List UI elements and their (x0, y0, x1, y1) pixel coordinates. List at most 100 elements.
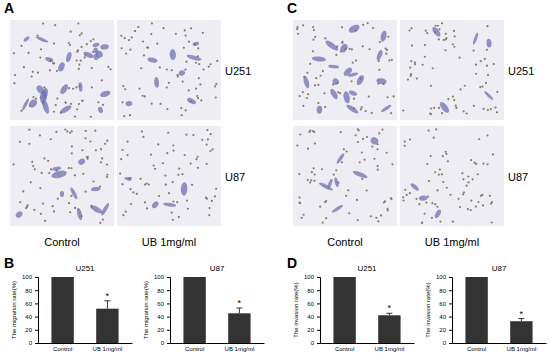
micrograph-background (400, 126, 504, 226)
cell-texture (298, 201, 300, 203)
cell-texture (314, 84, 316, 86)
error-bar-cap (342, 277, 348, 278)
cell-texture (188, 89, 190, 91)
y-tick: 60 (439, 301, 452, 307)
cell-texture (441, 22, 443, 24)
y-tick: 20 (157, 327, 170, 333)
cell-texture (355, 74, 365, 86)
cell-texture (452, 221, 454, 223)
y-axis-title: The invasion rate(%) (293, 282, 299, 337)
cell-texture (473, 162, 475, 164)
cell-texture (492, 153, 494, 155)
row-label: U87 (225, 171, 245, 183)
cell-texture (208, 66, 210, 68)
y-axis: 020406080100 (436, 274, 453, 346)
cell-texture (177, 75, 179, 77)
cell-texture (486, 49, 488, 51)
cell-texture (27, 52, 29, 54)
cell-texture (132, 191, 134, 193)
y-tick-label: 60 (439, 301, 446, 307)
cell-texture (150, 33, 152, 35)
y-tick-label: 60 (307, 301, 314, 307)
cell-texture (433, 137, 435, 139)
cell-texture (159, 103, 161, 105)
cell-texture (168, 192, 170, 194)
cell-texture (376, 148, 378, 150)
cell-texture (197, 97, 199, 99)
cell-texture (314, 143, 316, 145)
cell-texture (101, 79, 103, 81)
cell-texture (341, 161, 343, 163)
cell-texture (467, 208, 469, 210)
y-tick-label: 80 (307, 288, 314, 294)
panel-label: A (4, 0, 14, 16)
cell-texture (437, 25, 439, 27)
cell-texture (409, 67, 411, 69)
cell-texture (84, 137, 86, 139)
cell-texture (408, 29, 410, 31)
image-panel: AU251U87ControlUB 1mg/ml (4, 0, 251, 248)
y-tick-mark (317, 277, 320, 278)
cell-texture (438, 107, 440, 109)
cell-texture (42, 22, 44, 24)
cell-texture (92, 38, 94, 40)
cell-texture (406, 194, 408, 196)
cell-texture (371, 112, 373, 114)
cell-texture (165, 184, 167, 186)
panel-label: B (4, 255, 14, 271)
y-tick-label: 40 (439, 314, 446, 320)
x-tick: Control (185, 343, 204, 352)
cell-texture (441, 112, 443, 114)
cell-texture (206, 163, 208, 165)
cell-texture (74, 207, 76, 209)
cell-texture (331, 77, 340, 86)
cell-texture (442, 181, 444, 183)
cell-texture (366, 189, 368, 191)
y-tick-mark (449, 330, 452, 331)
cell-texture (431, 217, 433, 219)
cell-texture (198, 77, 200, 79)
y-tick-mark (167, 330, 170, 331)
y-tick: 0 (29, 340, 38, 346)
cell-texture (380, 214, 382, 216)
micrograph-background (10, 126, 114, 226)
cell-texture (345, 103, 359, 115)
cell-texture (205, 143, 207, 145)
y-axis: 020406080100 (304, 274, 321, 346)
cell-texture (216, 60, 218, 62)
cell-texture (322, 70, 324, 72)
column-label: Control (44, 236, 79, 248)
cell-texture (364, 159, 366, 161)
cell-texture (80, 59, 82, 61)
cell-texture (65, 102, 67, 104)
cell-texture (470, 199, 472, 201)
cell-texture (68, 202, 70, 204)
cell-texture (485, 82, 487, 84)
cell-texture (444, 49, 446, 51)
chart-title: U251 (75, 264, 95, 273)
cell-texture (65, 51, 72, 62)
cell-texture (158, 195, 160, 197)
cell-texture (386, 208, 388, 210)
cell-texture (369, 136, 379, 146)
y-tick-mark (317, 290, 320, 291)
cell-texture (154, 168, 156, 170)
cell-texture (31, 75, 33, 77)
cell-texture (362, 138, 364, 140)
x-tick-label: Control (467, 346, 486, 352)
y-tick-mark (449, 290, 452, 291)
cell-texture (496, 111, 498, 113)
cell-texture (214, 195, 216, 197)
cell-texture (411, 45, 413, 47)
cell-texture (28, 129, 30, 131)
cell-texture (318, 181, 334, 191)
error-bar-stem (107, 301, 108, 309)
cell-texture (372, 27, 374, 29)
cell-texture (475, 205, 477, 207)
cell-texture (407, 78, 409, 80)
cell-texture (35, 98, 37, 100)
x-axis-line (321, 343, 415, 344)
x-axis: ControlUB 1mg/ml (171, 343, 265, 352)
cell-texture (388, 59, 390, 61)
cell-texture (349, 48, 351, 50)
